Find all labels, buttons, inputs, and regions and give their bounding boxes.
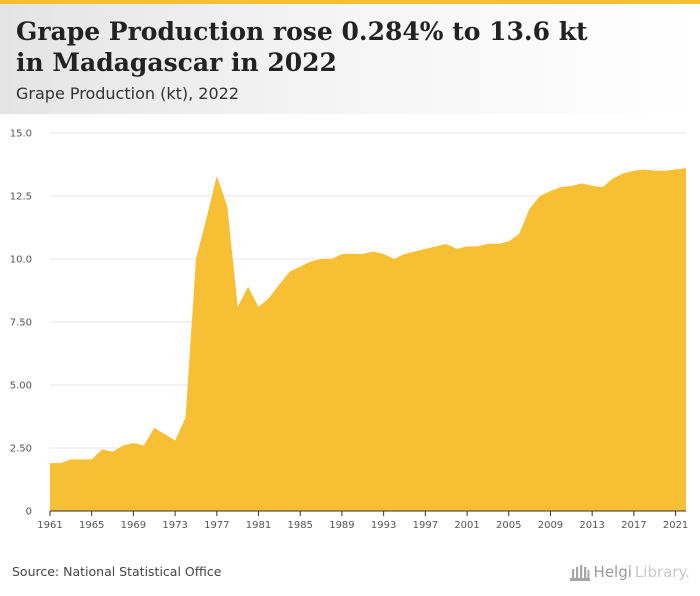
y-tick-label: 2.50 — [10, 444, 32, 455]
y-tick-label: 5.00 — [10, 381, 32, 392]
x-tick-label: 1969 — [121, 520, 146, 531]
x-tick-label: 2021 — [663, 520, 688, 531]
chart-subtitle: Grape Production (kt), 2022 — [16, 84, 239, 103]
y-tick-label: 10.0 — [10, 255, 32, 266]
x-tick-label: 1985 — [288, 520, 313, 531]
x-tick-label: 1973 — [162, 520, 187, 531]
accent-bar — [0, 0, 700, 4]
x-tick-label: 1981 — [246, 520, 271, 531]
y-tick-label: 0 — [26, 507, 32, 518]
x-tick-label: 2001 — [454, 520, 479, 531]
x-tick-label: 1993 — [371, 520, 396, 531]
x-tick-label: 2005 — [496, 520, 521, 531]
brand-logo[interactable]: Helgi Library. — [569, 559, 690, 585]
y-tick-label: 15.0 — [10, 129, 32, 140]
chart-header: Grape Production rose 0.284% to 13.6 kt … — [0, 4, 700, 114]
x-tick-label: 2017 — [621, 520, 646, 531]
library-building-icon — [569, 565, 590, 581]
y-axis: 0 2.50 5.00 7.50 10.0 12.5 15.0 — [10, 129, 32, 518]
chart-title: Grape Production rose 0.284% to 13.6 kt … — [16, 17, 588, 77]
production-area — [50, 168, 686, 511]
x-tick-label: 1965 — [79, 520, 104, 531]
y-tick-label: 12.5 — [10, 192, 32, 203]
x-tick-label: 1961 — [37, 520, 62, 531]
x-tick-label: 1989 — [329, 520, 354, 531]
source-note: Source: National Statistical Office — [12, 564, 222, 579]
x-tick-label: 2009 — [538, 520, 563, 531]
area-series — [50, 168, 686, 511]
x-tick-label: 2013 — [579, 520, 604, 531]
brand-name-helgi: Helgi — [593, 563, 632, 581]
x-tick-label: 1977 — [204, 520, 229, 531]
x-tick-label: 1997 — [413, 520, 438, 531]
brand-name-library: Library. — [634, 563, 690, 581]
y-tick-label: 7.50 — [10, 318, 32, 329]
x-axis: 1961 1965 1969 1973 1977 1981 1985 1989 1993 1997… — [37, 510, 688, 531]
